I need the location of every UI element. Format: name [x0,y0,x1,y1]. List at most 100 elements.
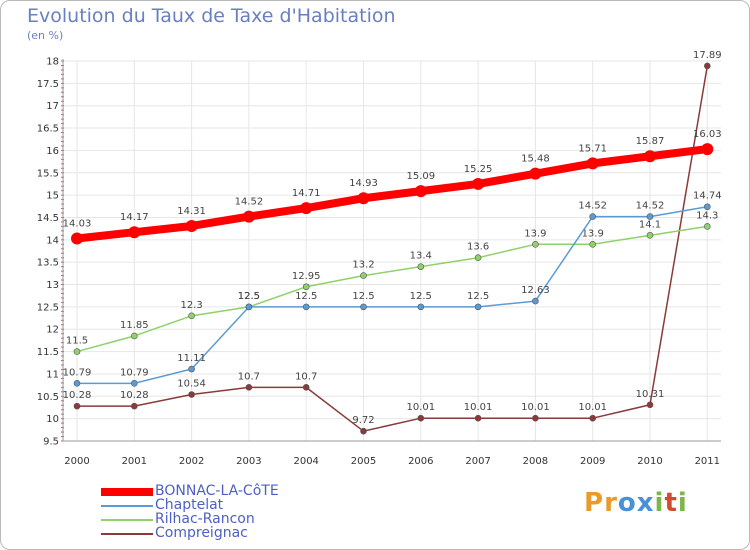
data-point [245,303,253,311]
data-label: 10.31 [636,389,665,400]
y-tick-label: 11.5 [37,347,59,358]
data-label: 14.3 [696,210,718,221]
data-label: 12.3 [180,300,202,311]
y-tick-label: 11 [46,369,59,380]
data-label: 11.85 [120,320,149,331]
data-point [185,219,198,232]
data-label: 12.5 [352,291,374,302]
data-label: 10.01 [521,402,550,413]
data-label: 12.5 [238,291,260,302]
data-point [73,380,81,387]
y-tick-label: 9.5 [43,437,59,448]
data-point [73,402,81,410]
data-point [586,157,599,170]
x-tick-label: 2007 [465,456,490,467]
data-label: 14.03 [63,218,92,229]
x-tick-label: 2006 [408,456,433,467]
data-label: 14.71 [292,188,321,199]
data-label: 10.01 [464,402,493,413]
y-tick-label: 15 [46,191,59,202]
data-label: 11.11 [177,353,206,364]
y-tick-label: 13 [46,280,59,291]
logo-letter: i [654,488,665,518]
data-label: 10.54 [177,379,206,390]
data-point [302,283,310,291]
data-point [644,150,656,163]
y-tick-label: 17.5 [37,79,59,90]
logo-letter: x [636,488,655,518]
data-point [532,297,539,305]
y-tick-label: 14.5 [37,213,59,224]
data-label: 10.28 [63,390,92,401]
data-point [646,401,654,409]
logo-letter: r [604,488,618,518]
data-point [589,213,597,220]
legend-label: Rilhac-Rancon [155,511,255,527]
data-point [532,240,539,248]
legend-label: BONNAC-LA-CôTE [155,483,279,499]
data-label: 15.71 [578,143,607,154]
data-label: 13.9 [524,228,546,239]
data-point [646,232,654,239]
logo-letter: i [677,488,688,518]
y-tick-label: 16 [46,146,59,157]
logo-letter: t [664,488,678,518]
x-tick-label: 2005 [351,456,376,467]
data-label: 12.95 [292,271,321,282]
data-point [646,213,654,220]
data-point [360,272,367,279]
unit-label: (en %) [27,29,64,42]
data-point [474,303,482,311]
data-point [417,414,425,422]
data-point [188,365,195,373]
x-tick-label: 2009 [580,456,605,467]
data-label: 14.31 [177,206,206,217]
data-point [128,226,141,239]
legend-swatch [101,519,153,521]
data-label: 15.25 [464,164,493,175]
data-label: 14.1 [639,219,661,230]
logo-letter: o [617,488,637,518]
data-point [589,240,597,248]
data-label: 12.63 [521,285,550,296]
data-label: 13.6 [467,242,489,253]
data-point [417,303,425,311]
legend-swatch [101,488,153,496]
x-tick-label: 2000 [64,456,89,467]
data-label: 10.01 [406,402,435,413]
data-label: 13.4 [410,251,432,262]
data-label: 15.09 [406,171,435,182]
data-label: 14.74 [693,191,722,202]
proxiti-logo: Proxiti [584,488,688,518]
data-label: 9.72 [352,415,374,426]
data-label: 16.03 [693,129,722,140]
y-tick-label: 10.5 [37,392,59,403]
y-tick-label: 16.5 [37,124,59,135]
data-label: 14.17 [120,212,149,223]
y-tick-label: 17 [46,101,59,112]
data-point [300,202,313,215]
series-line-2 [76,225,709,353]
legend-label: Compreignac [155,525,248,541]
data-label: 10.79 [120,367,149,378]
data-point [472,177,485,190]
data-point [188,312,195,320]
data-label: 14.52 [636,201,665,212]
data-point [703,203,711,211]
data-label: 14.93 [349,178,378,189]
y-tick-label: 15.5 [37,168,59,179]
data-label: 12.5 [467,291,489,302]
data-point [188,391,195,398]
x-tick-label: 2002 [179,456,204,467]
data-label: 13.9 [582,228,604,239]
data-point [701,143,714,156]
data-label: 10.79 [63,367,92,378]
data-label: 12.5 [295,291,317,302]
legend-label: Chaptelat [155,497,224,513]
series-line-1 [76,205,709,385]
legend-swatch [101,533,153,535]
data-label: 10.7 [295,371,317,382]
y-tick-label: 10 [46,414,59,425]
data-label: 10.28 [120,390,149,401]
